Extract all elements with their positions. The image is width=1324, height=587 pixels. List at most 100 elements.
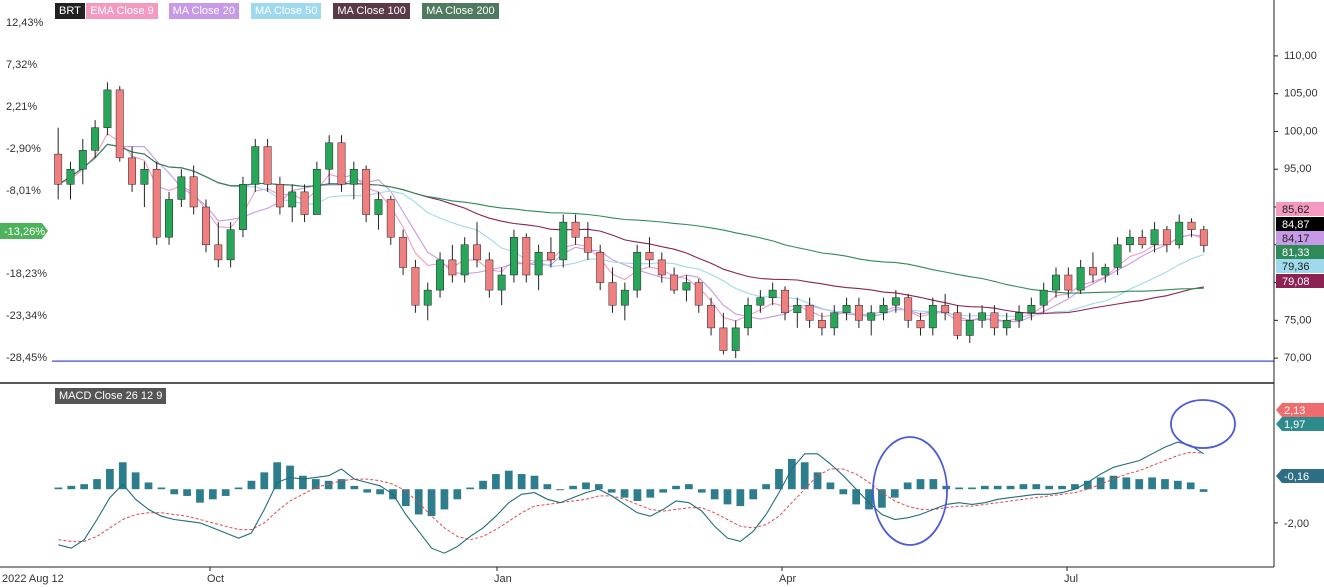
macd-histogram-bar (93, 479, 101, 490)
macd-histogram-bar (324, 480, 333, 490)
legend-item-ma-close-50[interactable]: MA Close 50 (251, 3, 322, 19)
current-pct-tag (0, 223, 48, 239)
candle-body (1162, 229, 1171, 246)
legend-item-ma-close-20[interactable]: MA Close 20 (168, 3, 239, 19)
macd-histogram-bar (363, 489, 372, 493)
candle-body (325, 142, 334, 170)
macd-histogram-bar (517, 474, 526, 490)
macd-histogram-bar (1058, 485, 1066, 490)
candle-body (941, 304, 950, 314)
macd-histogram-bar (1096, 477, 1105, 490)
macd-histogram-bar (118, 462, 127, 490)
macd-histogram-bar (569, 485, 577, 490)
left-tick-label: -23,34% (6, 310, 47, 322)
macd-histogram-bar (1148, 477, 1156, 490)
candle-body (1150, 229, 1159, 246)
candle-body (66, 168, 75, 185)
value-tag (1276, 274, 1324, 288)
candle-body (473, 244, 481, 261)
macd-histogram-bar (170, 489, 179, 495)
macd-histogram-bar (697, 489, 706, 493)
x-tick-label: Jul (1064, 573, 1078, 585)
candle-body (879, 304, 888, 314)
right-tick-label: 105,00 (1284, 88, 1318, 100)
candle-body (251, 146, 260, 185)
macd-histogram-bar (131, 472, 140, 490)
candle-body (510, 236, 518, 276)
macd-histogram-bar (1032, 484, 1041, 490)
candle-body (891, 297, 900, 306)
candle-body (596, 252, 605, 283)
macd-histogram-bar (929, 479, 938, 490)
value-tag-label: 79,08 (1282, 276, 1310, 288)
candle-body (620, 289, 629, 306)
legend-item-ema-close-9[interactable]: EMA Close 9 (86, 3, 158, 19)
x-tick-label: Oct (207, 573, 224, 585)
candle-body (189, 176, 198, 208)
macd-histogram-bar (582, 482, 590, 490)
candle-body (559, 221, 568, 261)
candle-body (854, 304, 863, 321)
candle-body (818, 320, 826, 329)
candle-body (140, 168, 149, 185)
legend-item-brt[interactable]: BRT (55, 3, 85, 19)
candle-body (583, 236, 592, 253)
macd-histogram-bar (993, 485, 1002, 490)
macd-histogram-bar (260, 472, 269, 490)
macd-histogram-bar (685, 484, 693, 490)
macd-histogram-bar (800, 462, 809, 490)
macd-histogram-bar (903, 482, 912, 490)
value-tag (1276, 259, 1324, 273)
candle-body (928, 304, 937, 329)
ma-20-line (57, 143, 1204, 323)
candle-body (288, 191, 297, 208)
macd-histogram-bar (183, 489, 191, 496)
candle-body (830, 312, 839, 329)
candle-body (707, 304, 716, 329)
value-tag (1276, 245, 1324, 259)
macd-value-tag-label: -0,16 (1284, 471, 1309, 483)
candle-body (399, 236, 408, 268)
candle-body (1125, 236, 1134, 246)
macd-histogram-bar (852, 489, 861, 505)
value-tag-label: 85,62 (1282, 204, 1310, 216)
macd-histogram-bar (1199, 489, 1208, 492)
macd-histogram-bar (376, 489, 384, 495)
legend-item-ma-close-200[interactable]: MA Close 200 (422, 3, 499, 19)
legend-item-ma-close-100[interactable]: MA Close 100 (333, 3, 410, 19)
candle-body (1076, 267, 1085, 291)
candle-body (349, 168, 358, 185)
candle-body (497, 274, 506, 291)
macd-histogram-bar (556, 489, 565, 491)
macd-histogram-bar (813, 472, 822, 490)
candle-body (263, 146, 272, 185)
macd-histogram-bar (80, 484, 89, 490)
candle-body (904, 297, 913, 321)
macd-histogram-bar (234, 487, 243, 490)
candle-body (485, 259, 494, 291)
macd-histogram-bar (775, 469, 783, 490)
macd-histogram-bar (1071, 484, 1079, 490)
right-tick-label: 70,00 (1284, 352, 1312, 364)
macd-histogram-bar (607, 489, 616, 493)
candle-body (522, 236, 531, 276)
candle-body (571, 221, 580, 238)
macd-histogram-bar (530, 475, 539, 490)
macd-histogram-bar (157, 487, 166, 490)
candle-body (115, 89, 124, 159)
macd-histogram-bar (247, 480, 256, 490)
x-tick-label: Apr (779, 573, 796, 585)
macd-histogram-bar (762, 484, 770, 490)
candle-body (436, 259, 444, 291)
macd-value-tag-label: 2,13 (1284, 405, 1305, 417)
value-tag (1276, 217, 1324, 231)
macd-histogram-bar (144, 482, 153, 490)
macd-histogram-bar (736, 489, 745, 507)
candle-body (867, 312, 876, 321)
candle-body (633, 252, 642, 291)
macd-histogram-bar (890, 489, 899, 498)
value-tag-label: 79,36 (1282, 261, 1310, 273)
value-tag-label: 84,87 (1282, 219, 1310, 231)
macd-histogram-bar (543, 484, 552, 490)
candle-body (1027, 304, 1036, 314)
